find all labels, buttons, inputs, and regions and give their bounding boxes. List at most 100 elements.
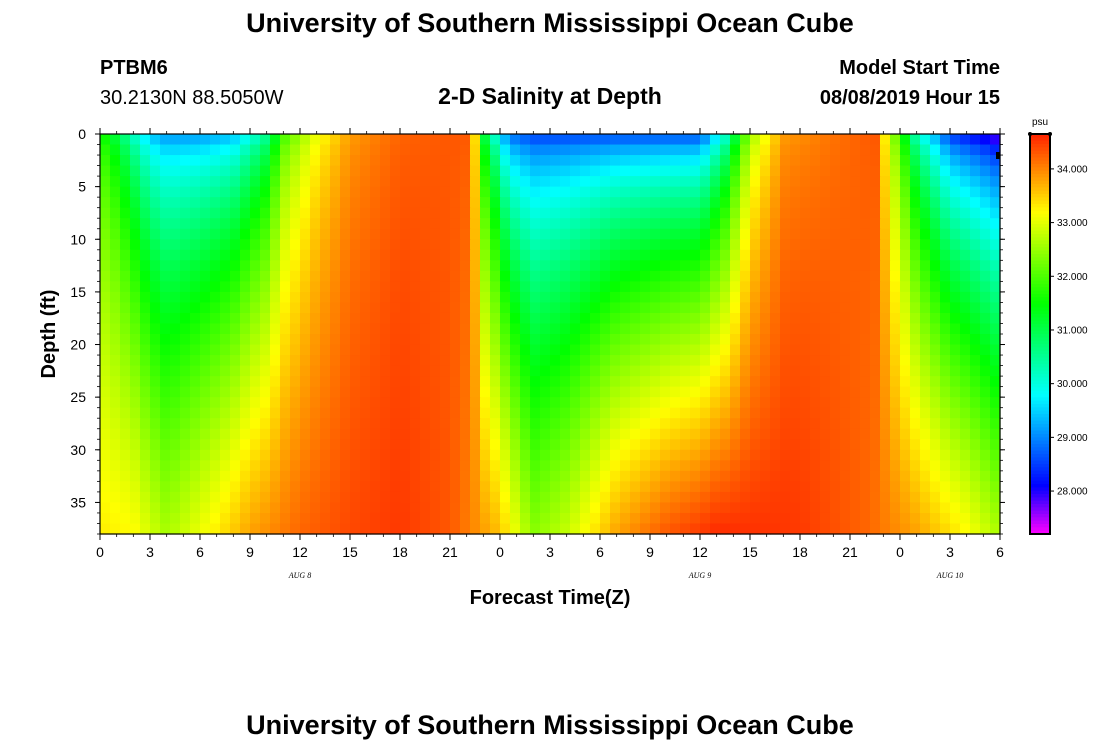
heatmap-cell — [970, 218, 981, 230]
heatmap-cell — [200, 460, 211, 472]
heatmap-cell — [370, 428, 381, 440]
heatmap-cell — [290, 228, 301, 240]
heatmap-cell — [540, 186, 551, 198]
heatmap-cell — [120, 523, 131, 535]
heatmap-cell — [280, 397, 291, 409]
heatmap-cell — [100, 197, 111, 209]
heatmap-cell — [940, 502, 951, 514]
heatmap-cell — [310, 260, 321, 272]
heatmap-cell — [290, 376, 301, 388]
heatmap-cell — [840, 512, 851, 525]
heatmap-cell — [230, 460, 241, 472]
heatmap-cell — [810, 144, 821, 156]
heatmap-cell — [500, 491, 511, 504]
heatmap-cell — [260, 397, 271, 409]
heatmap-cell — [230, 428, 241, 440]
heatmap-cell — [170, 186, 181, 198]
heatmap-cell — [930, 323, 941, 335]
heatmap-cell — [300, 376, 311, 388]
heatmap-cell — [810, 239, 821, 251]
heatmap-cell — [610, 155, 621, 167]
heatmap-cell — [850, 134, 861, 146]
heatmap-cell — [920, 134, 931, 146]
heatmap-cell — [600, 386, 611, 398]
heatmap-cell — [440, 165, 451, 177]
heatmap-cell — [830, 355, 841, 367]
heatmap-cell — [660, 512, 671, 525]
colorbar-segment — [1030, 254, 1050, 258]
heatmap-cell — [580, 155, 591, 167]
heatmap-cell — [290, 291, 301, 304]
heatmap-cell — [140, 144, 151, 156]
heatmap-cell — [220, 491, 231, 504]
heatmap-cell — [920, 428, 931, 440]
heatmap-cell — [780, 165, 791, 177]
heatmap-cell — [550, 302, 561, 314]
heatmap-cell — [680, 449, 691, 461]
heatmap-cell — [310, 249, 321, 261]
heatmap-cell — [810, 228, 821, 240]
heatmap-cell — [480, 144, 491, 156]
heatmap-cell — [300, 334, 311, 346]
heatmap-cell — [280, 323, 291, 335]
heatmap-cell — [900, 207, 911, 219]
heatmap-cell — [940, 186, 951, 198]
heatmap-cell — [640, 186, 651, 198]
heatmap-cell — [870, 470, 881, 482]
heatmap-cell — [710, 134, 721, 146]
heatmap-cell — [270, 523, 281, 535]
heatmap-cell — [660, 502, 671, 514]
heatmap-cell — [820, 523, 831, 535]
heatmap-cell — [320, 418, 331, 430]
heatmap-cell — [830, 449, 841, 461]
heatmap-cell — [450, 365, 461, 377]
heatmap-cell — [280, 334, 291, 346]
heatmap-cell — [240, 355, 251, 367]
heatmap-cell — [950, 155, 961, 167]
heatmap-cell — [170, 260, 181, 272]
heatmap-cell — [530, 176, 541, 188]
heatmap-cell — [810, 207, 821, 219]
heatmap-cell — [620, 397, 631, 409]
colorbar-segment — [1030, 320, 1050, 325]
heatmap-cell — [690, 365, 701, 377]
heatmap-cell — [470, 397, 481, 409]
heatmap-cell — [830, 270, 841, 282]
heatmap-cell — [370, 397, 381, 409]
heatmap-cell — [150, 470, 161, 482]
heatmap-cell — [160, 449, 171, 461]
heatmap-cell — [540, 270, 551, 282]
heatmap-cell — [770, 376, 781, 388]
heatmap-cell — [370, 460, 381, 472]
heatmap-cell — [540, 176, 551, 188]
heatmap-cell — [800, 218, 811, 230]
heatmap-cell — [440, 460, 451, 472]
heatmap-cell — [140, 502, 151, 514]
heatmap-cell — [300, 460, 311, 472]
heatmap-cell — [170, 407, 181, 419]
heatmap-cell — [700, 144, 711, 156]
colorbar-segment — [1030, 380, 1050, 385]
heatmap-cell — [260, 407, 271, 419]
heatmap-cell — [160, 334, 171, 346]
heatmap-cell — [570, 418, 581, 430]
heatmap-cell — [190, 523, 201, 535]
heatmap-cell — [140, 228, 151, 240]
heatmap-cell — [260, 228, 271, 240]
heatmap-cell — [480, 502, 491, 514]
heatmap-cell — [540, 334, 551, 346]
heatmap-cell — [300, 281, 311, 293]
heatmap-cell — [960, 155, 971, 167]
heatmap-cell — [330, 291, 341, 304]
heatmap-cell — [590, 186, 601, 198]
heatmap-cell — [310, 418, 321, 430]
heatmap-cell — [140, 302, 151, 314]
heatmap-cell — [600, 523, 611, 535]
heatmap-cell — [950, 176, 961, 188]
heatmap-cell — [440, 186, 451, 198]
heatmap-cell — [350, 386, 361, 398]
heatmap-cell — [820, 218, 831, 230]
colorbar-segment — [1030, 354, 1050, 358]
heatmap-cell — [610, 249, 621, 261]
heatmap-cell — [280, 376, 291, 388]
